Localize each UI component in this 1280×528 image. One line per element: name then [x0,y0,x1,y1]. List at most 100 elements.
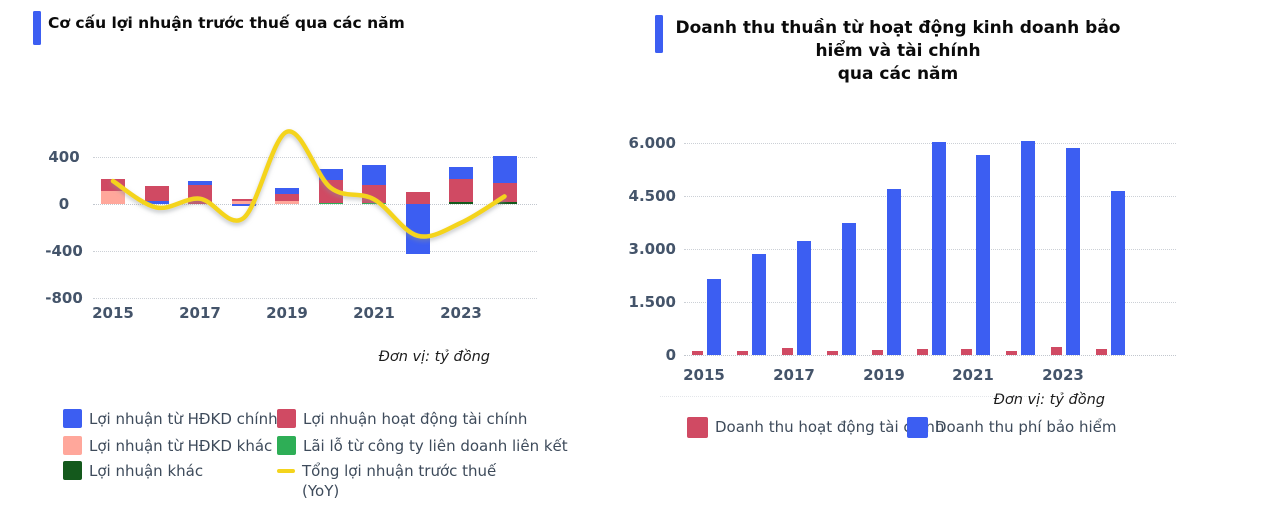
legend-label: Lợi nhuận từ HĐKD khác [89,437,273,455]
bar-segment [736,350,748,355]
bar-segment [492,202,517,204]
bar-segment [449,202,473,204]
x-axis-tick: 2021 [353,304,395,322]
y-axis-tick: -400 [45,242,83,260]
legend-label: Doanh thu phí bảo hiểm [935,418,1117,436]
bar-segment [318,202,343,204]
right-chart-title: Doanh thu thuần từ hoạt động kinh doanh … [670,17,1126,86]
gridline-neg400 [93,251,537,252]
bar-segment [781,347,793,355]
bar-segment [1051,346,1063,355]
bar-segment [362,165,386,186]
bar-segment [492,183,517,203]
gridline-3000 [684,249,1176,250]
x-axis-tick: 2019 [863,366,905,384]
bar-segment [318,179,343,203]
x-axis-tick: 2015 [92,304,134,322]
x-axis-tick: 2023 [1042,366,1084,384]
bar-segment [707,279,721,355]
bar-segment [1096,348,1108,355]
red-swatch-icon [687,417,708,438]
legend-item-tong-loi-nhuan[interactable]: Tổng lợi nhuận trước thuế (YoY) [277,461,496,501]
right-title-accent-bar [655,15,663,53]
bar-segment [275,194,299,202]
x-axis-tick: 2015 [683,366,725,384]
bar-segment [188,181,212,186]
legend-item-tai-chinh[interactable]: Lợi nhuận hoạt động tài chính [277,409,527,429]
bar-segment [961,349,973,355]
blue-swatch-icon [907,417,928,438]
blue-swatch-icon [63,409,82,428]
yellow-line-swatch-icon [277,469,295,473]
right-unit-label: Đơn vị: tỷ đồng [993,392,1105,408]
y-axis-tick: -800 [45,289,83,307]
bar-segment [362,185,386,203]
bar-segment [144,186,169,202]
bar-segment [1021,141,1036,355]
left-chart-title: Cơ cấu lợi nhuận trước thuế qua các năm [48,14,405,32]
bar-segment [449,179,473,203]
bar-segment [144,201,169,204]
bar-segment [101,191,125,204]
bar-segment [188,185,212,204]
bar-segment [826,350,838,355]
bar-segment [231,199,256,202]
legend-item-doanh-thu-tai-chinh[interactable]: Doanh thu hoạt động tài chính [687,417,944,438]
y-axis-tick: 6.000 [628,134,676,152]
bar-segment [1066,148,1081,355]
red-swatch-icon [277,409,296,428]
bar-segment [275,187,299,194]
bar-segment [1006,350,1018,355]
y-axis-tick: 3.000 [628,240,676,258]
y-axis-tick: 1.500 [628,293,676,311]
salmon-swatch-icon [63,436,82,455]
y-axis-tick: 400 [48,148,80,166]
left-unit-label: Đơn vị: tỷ đồng [378,349,490,365]
legend-item-lien-doanh[interactable]: Lãi lỗ từ công ty liên doanh liên kết [277,436,568,456]
legend-label-line1: Tổng lợi nhuận trước thuế [302,462,497,480]
bar-segment [405,191,430,204]
gridline-neg800 [93,298,537,299]
dark-green-swatch-icon [63,461,82,480]
y-axis-tick: 4.500 [628,187,676,205]
gridline-4500 [684,196,1176,197]
bar-segment [275,201,299,204]
x-axis-tick: 2019 [266,304,308,322]
bar-segment [318,168,343,180]
legend-label: Lãi lỗ từ công ty liên doanh liên kết [303,437,568,455]
total-profit-line [110,129,507,239]
x-axis-tick: 2023 [440,304,482,322]
legend-item-hdkd-chinh[interactable]: Lợi nhuận từ HĐKD chính [63,409,278,429]
y-axis-tick: 0 [58,195,70,213]
bar-segment [886,188,901,355]
legend-item-hdkd-khac[interactable]: Lợi nhuận từ HĐKD khác [63,436,272,456]
legend-label: Lợi nhuận khác [89,462,204,480]
bar-segment [796,240,811,355]
gridline-0 [93,204,537,205]
legend-item-doanh-thu-phi-bao-hiem[interactable]: Doanh thu phí bảo hiểm [907,417,1117,438]
bar-segment [841,223,856,355]
y-axis-tick: 0 [665,346,676,364]
bar-segment [1111,190,1126,355]
left-title-accent-bar [33,11,41,45]
bar-segment [362,202,386,204]
bar-segment [931,142,946,355]
bar-segment [916,349,928,355]
legend-item-loi-nhuan-khac[interactable]: Lợi nhuận khác [63,461,203,481]
bar-segment [976,155,991,355]
legend-label: Doanh thu hoạt động tài chính [715,418,945,436]
bar-segment [871,349,883,355]
bar-segment [101,179,125,192]
x-axis-tick: 2017 [179,304,221,322]
x-axis-tick: 2017 [773,366,815,384]
bar-segment [405,204,430,254]
gridline-400 [93,157,537,158]
legend-label: Tổng lợi nhuận trước thuế (YoY) [302,461,496,501]
legend-label: Lợi nhuận từ HĐKD chính [89,410,278,428]
gridline-bottom-faint [660,396,1035,397]
green-swatch-icon [277,436,296,455]
bar-segment [751,254,766,355]
gridline-6000 [684,143,1176,144]
gridline-1500 [684,302,1176,303]
